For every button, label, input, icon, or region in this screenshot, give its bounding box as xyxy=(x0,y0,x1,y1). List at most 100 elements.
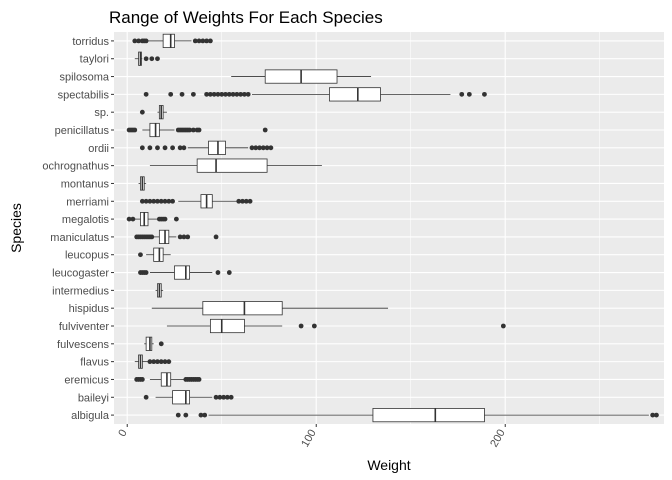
outlier-point xyxy=(166,359,172,365)
y-tick-label: spilosoma xyxy=(59,72,109,84)
box-ordii xyxy=(139,140,274,155)
outlier-point xyxy=(238,91,244,97)
outlier-point xyxy=(207,91,213,97)
box-ochrognathus xyxy=(149,158,322,173)
outlier-point xyxy=(149,56,155,62)
outlier-point xyxy=(170,145,175,151)
outlier-point xyxy=(245,91,251,97)
outlier-point xyxy=(143,394,149,400)
outlier-point xyxy=(226,270,232,275)
outlier-point xyxy=(249,145,255,151)
outlier-point xyxy=(262,127,268,133)
y-tick-label: hispidus xyxy=(69,303,110,315)
outlier-point xyxy=(654,412,659,418)
outlier-point xyxy=(217,394,223,400)
outlier-point xyxy=(162,198,168,204)
y-tick-label: megalotis xyxy=(62,214,110,226)
box-penicillatus xyxy=(126,122,268,138)
x-tick-label: 100 xyxy=(299,428,319,450)
outlier-point xyxy=(143,270,149,275)
outlier-point xyxy=(223,91,228,97)
iqr-box xyxy=(149,122,160,138)
outlier-point xyxy=(236,198,242,204)
outlier-point xyxy=(143,91,149,97)
iqr-box xyxy=(209,318,245,334)
box-leucogaster xyxy=(138,265,232,280)
iqr-box xyxy=(202,301,283,316)
outlier-point xyxy=(196,38,202,44)
y-axis-ticks: torridus taylori spilosoma spectabilis sp. pe… xyxy=(42,36,114,422)
box-fulvescens xyxy=(144,336,164,351)
x-tick-label: 200 xyxy=(488,428,508,450)
outlier-point xyxy=(147,359,153,365)
outlier-point xyxy=(466,91,472,97)
box-maniculatus xyxy=(134,229,219,244)
y-tick-label: merriami xyxy=(66,196,109,208)
outlier-point xyxy=(213,234,219,240)
outlier-point xyxy=(130,216,136,222)
iqr-box xyxy=(372,408,485,423)
box-leucopus xyxy=(138,247,171,262)
x-tick-label: 0 xyxy=(116,428,129,439)
outlier-point xyxy=(155,56,160,62)
y-tick-label: sp. xyxy=(94,107,109,119)
y-tick-label: flavus xyxy=(80,357,109,369)
outlier-point xyxy=(138,252,143,258)
outlier-point xyxy=(143,198,149,204)
outlier-point xyxy=(185,234,191,240)
outlier-point xyxy=(202,412,208,418)
outlier-point xyxy=(482,91,487,97)
outlier-point xyxy=(204,38,210,44)
y-tick-label: ochrognathus xyxy=(42,161,109,173)
outlier-point xyxy=(192,38,198,44)
outlier-point xyxy=(132,38,138,44)
outlier-point xyxy=(298,323,304,329)
outlier-point xyxy=(187,127,193,133)
y-tick-label: baileyi xyxy=(78,392,109,404)
x-axis-ticks: 0 100 200 xyxy=(116,424,508,450)
box-eremicus xyxy=(134,372,202,387)
iqr-box xyxy=(160,372,172,387)
outlier-point xyxy=(183,412,189,418)
outlier-point xyxy=(139,109,145,115)
box-hispidus xyxy=(151,301,389,316)
outlier-point xyxy=(158,341,164,347)
outlier-point xyxy=(459,91,465,97)
outlier-point xyxy=(173,216,179,222)
outlier-point xyxy=(170,198,175,204)
outlier-point xyxy=(228,394,234,400)
outlier-point xyxy=(155,359,160,365)
y-axis-title: Species xyxy=(8,203,24,253)
iqr-box xyxy=(329,87,381,102)
outlier-point xyxy=(196,377,202,382)
outlier-point xyxy=(181,234,187,240)
outlier-point xyxy=(207,38,213,44)
y-tick-label: montanus xyxy=(61,178,110,190)
outlier-point xyxy=(204,91,210,97)
outlier-point xyxy=(213,394,219,400)
y-tick-label: torridus xyxy=(72,36,109,48)
outlier-point xyxy=(230,91,236,97)
outlier-point xyxy=(257,145,262,151)
y-tick-label: fulviventer xyxy=(59,321,109,333)
outlier-point xyxy=(136,38,141,44)
box-spectabilis xyxy=(143,87,487,102)
y-tick-label: taylori xyxy=(80,54,109,66)
outlier-point xyxy=(132,127,138,133)
outlier-point xyxy=(240,198,245,204)
outlier-point xyxy=(139,377,145,382)
y-tick-label: albigula xyxy=(71,410,110,422)
outlier-point xyxy=(219,91,225,97)
box-torridus xyxy=(132,33,213,48)
boxes xyxy=(126,33,659,423)
outlier-point xyxy=(175,412,181,418)
y-tick-label: penicillatus xyxy=(55,125,110,137)
outlier-point xyxy=(211,91,217,97)
outlier-point xyxy=(242,91,247,97)
y-tick-label: ordii xyxy=(88,143,109,155)
y-tick-label: leucogaster xyxy=(52,268,109,280)
box-intermedius xyxy=(155,283,164,298)
y-tick-label: intermedius xyxy=(52,285,109,297)
iqr-box xyxy=(172,390,191,405)
